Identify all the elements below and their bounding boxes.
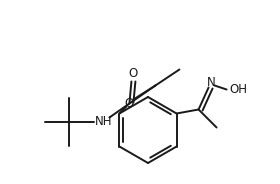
Text: NH: NH (95, 115, 112, 128)
Text: N: N (207, 76, 216, 89)
Text: OH: OH (230, 83, 248, 96)
Text: O: O (125, 97, 134, 110)
Text: O: O (129, 67, 138, 80)
